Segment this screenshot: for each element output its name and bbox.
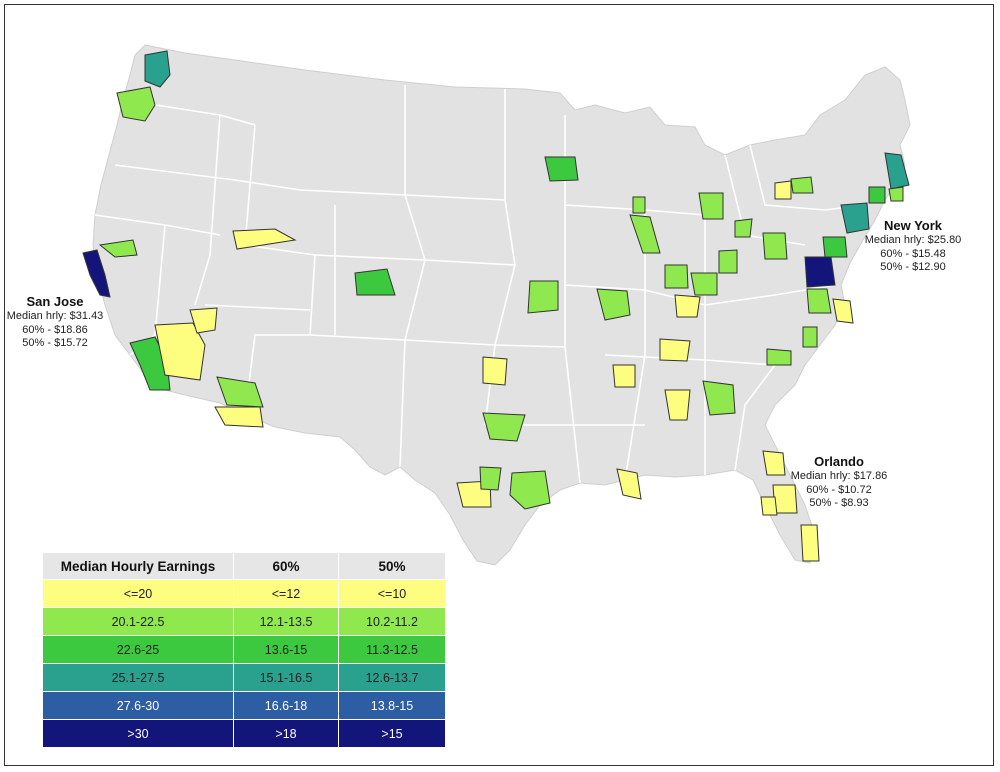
legend-cell-p50: 11.3-12.5 — [338, 635, 446, 664]
metro-area-detroit — [698, 192, 724, 220]
metro-area-sf-bay — [82, 249, 111, 298]
metro-area-cleveland — [734, 218, 753, 238]
metro-area-philadelphia — [822, 236, 848, 258]
legend-cell-p60: 16.6-18 — [233, 691, 339, 720]
callout-orlando: Orlando Median hrly: $17.86 60% - $10.72… — [787, 453, 891, 511]
metro-area-richmond — [806, 288, 832, 314]
legend-cell-median: 22.6-25 — [43, 635, 234, 664]
metro-area-rochester — [790, 176, 814, 194]
legend-cell-p50: <=10 — [338, 579, 446, 608]
legend-cell-p50: >15 — [338, 719, 446, 748]
legend-header-row: Median Hourly Earnings 60% 50% — [43, 553, 446, 580]
callout-50pct: 50% - $12.90 — [880, 261, 946, 273]
callout-city-name: San Jose — [26, 294, 84, 309]
callout-60pct: 60% - $15.48 — [880, 247, 946, 260]
metro-area-okc — [482, 356, 508, 386]
legend-cell-median: 20.1-22.5 — [43, 607, 234, 636]
metro-area-miami — [800, 524, 820, 562]
callout-median: Median hrly: $31.43 — [6, 310, 104, 322]
callout-median: Median hrly: $25.80 — [864, 234, 962, 246]
legend-cell-median: 25.1-27.5 — [43, 663, 234, 692]
metro-area-milwaukee — [632, 196, 646, 214]
us-metro-map — [82, 44, 911, 566]
metro-area-chicago — [629, 214, 661, 254]
metro-area-minneapolis — [544, 156, 579, 182]
callout-50pct: 50% - $8.93 — [809, 497, 869, 509]
metro-area-atlanta — [702, 380, 736, 416]
metro-area-va-beach — [832, 298, 854, 324]
legend-row: >30 >18 >15 — [43, 719, 446, 748]
metro-area-buffalo — [774, 180, 792, 200]
legend-cell-median: 27.6-30 — [43, 691, 234, 720]
metro-area-tampa — [760, 496, 778, 516]
legend-cell-p50: 13.8-15 — [338, 691, 446, 720]
callout-60pct: 60% - $18.86 — [22, 323, 88, 336]
legend-row: 20.1-22.5 12.1-13.5 10.2-11.2 — [43, 607, 446, 636]
legend-table: Median Hourly Earnings 60% 50% <=20 <=12 <… — [43, 553, 446, 748]
metro-area-columbus — [718, 249, 738, 274]
metro-area-memphis — [612, 364, 636, 388]
metro-area-phoenix — [216, 376, 264, 408]
metro-area-hartford — [868, 186, 886, 204]
legend-header-50: 50% — [338, 553, 446, 580]
metro-area-stl — [596, 288, 631, 321]
metro-area-indianapolis — [664, 264, 689, 289]
metro-area-cincinnati — [690, 272, 718, 296]
legend-cell-p60: >18 — [233, 719, 339, 748]
metro-area-houston — [509, 470, 551, 510]
metro-area-portland — [116, 86, 156, 122]
metro-area-dallas — [482, 412, 526, 442]
callout-median: Median hrly: $17.86 — [790, 470, 888, 482]
legend-cell-p60: 12.1-13.5 — [233, 607, 339, 636]
callout-50pct: 50% - $15.72 — [22, 337, 88, 349]
map-frame: San Jose Median hrly: $31.43 60% - $18.8… — [4, 4, 994, 766]
metro-area-jacksonville — [762, 450, 786, 476]
metro-area-new-orleans — [616, 468, 642, 500]
metro-area-sacramento — [98, 239, 138, 258]
metro-area-providence — [888, 186, 904, 202]
callout-city-name: Orlando — [814, 454, 864, 469]
metro-area-new-york — [840, 202, 870, 234]
legend-row: 27.6-30 16.6-18 13.8-15 — [43, 691, 446, 720]
metro-area-nashville — [659, 338, 691, 362]
legend-cell-p60: 15.1-16.5 — [233, 663, 339, 692]
legend-cell-p60: 13.6-15 — [233, 635, 339, 664]
metro-area-vegas-ne — [189, 307, 218, 334]
metro-area-raleigh — [802, 326, 818, 348]
metro-area-pittsburgh — [762, 232, 788, 260]
metro-area-kc — [527, 280, 559, 314]
legend-cell-median: >30 — [43, 719, 234, 748]
legend-cell-p50: 12.6-13.7 — [338, 663, 446, 692]
legend-row: <=20 <=12 <=10 — [43, 579, 446, 608]
legend-cell-median: <=20 — [43, 579, 234, 608]
callout-new-york: New York Median hrly: $25.80 60% - $15.4… — [861, 217, 965, 275]
legend-cell-p50: 10.2-11.2 — [338, 607, 446, 636]
metro-area-las-vegas — [154, 322, 206, 381]
callout-60pct: 60% - $10.72 — [806, 483, 872, 496]
metro-area-denver — [354, 268, 396, 296]
metro-area-tucson — [214, 406, 264, 428]
metro-area-louisville — [674, 294, 701, 318]
metro-area-dc-baltimore — [804, 256, 836, 288]
legend-row: 25.1-27.5 15.1-16.5 12.6-13.7 — [43, 663, 446, 692]
metro-area-san-antonio — [479, 466, 502, 491]
metro-area-charlotte — [766, 348, 792, 366]
metro-area-boston — [884, 152, 910, 190]
callout-san-jose: San Jose Median hrly: $31.43 60% - $18.8… — [5, 293, 105, 351]
legend-cell-p60: <=12 — [233, 579, 339, 608]
metro-area-salt-lake — [232, 228, 297, 250]
legend-header-60: 60% — [233, 553, 339, 580]
callout-city-name: New York — [883, 218, 943, 233]
legend-row: 22.6-25 13.6-15 11.3-12.5 — [43, 635, 446, 664]
legend-header-median: Median Hourly Earnings — [43, 553, 234, 580]
metro-area-birmingham — [664, 389, 691, 421]
metro-area-seattle — [144, 50, 171, 88]
